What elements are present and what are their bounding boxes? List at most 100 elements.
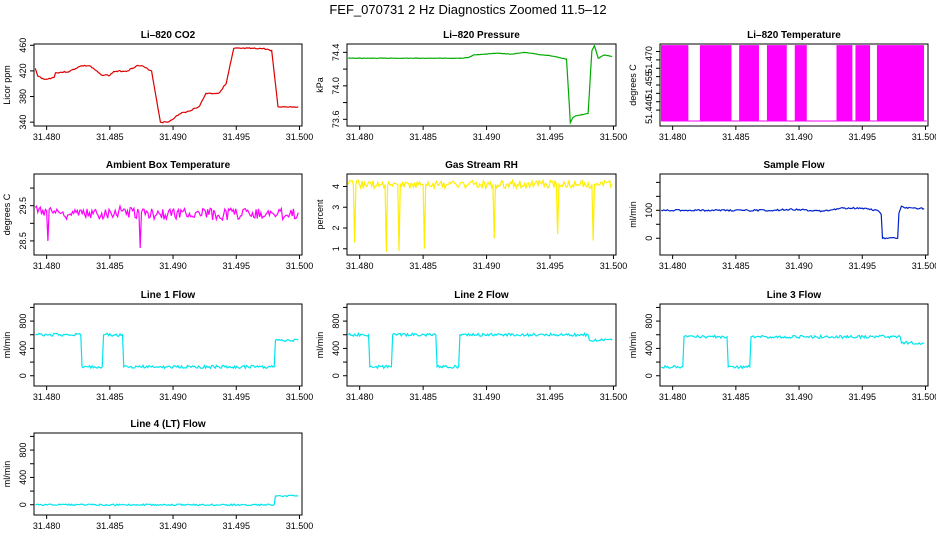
y-tick-label: 420 <box>18 63 28 78</box>
y-axis-label: ml/min <box>628 332 638 359</box>
y-axis-label: kPa <box>315 77 325 93</box>
series-line <box>35 203 299 248</box>
x-tick-label: 31.490 <box>785 392 813 402</box>
y-tick-label: 51.455 <box>644 71 654 99</box>
y-tick-label: 29.5 <box>18 197 28 215</box>
series-line <box>35 47 299 124</box>
x-tick-label: 31.480 <box>33 521 61 531</box>
panel-title: Li–820 CO2 <box>141 30 196 41</box>
y-tick-label: 0 <box>331 373 341 378</box>
y-tick-label: 4 <box>331 184 341 189</box>
series-line <box>348 331 613 370</box>
y-axis-label: ml/min <box>2 332 12 359</box>
x-tick-label: 31.485 <box>96 261 124 271</box>
x-tick-label: 31.480 <box>346 261 374 271</box>
panel-frame <box>33 432 303 516</box>
y-tick-label: 1 <box>331 246 341 251</box>
x-tick-label: 31.495 <box>222 261 250 271</box>
panel-ambient: Ambient Box Temperature degrees C 31.480 31… <box>2 160 313 271</box>
panel-title: Line 3 Flow <box>767 290 822 301</box>
y-tick-label: 0 <box>18 502 28 507</box>
series-line <box>35 494 299 507</box>
panel-frame <box>346 303 617 387</box>
x-tick-label: 31.480 <box>33 392 61 402</box>
x-tick-label: 31.490 <box>159 392 187 402</box>
y-axis-label: ml/min <box>628 201 638 228</box>
x-tick-label: 31.500 <box>600 261 628 271</box>
x-tick-label: 31.490 <box>785 132 813 142</box>
x-tick-label: 31.495 <box>848 392 876 402</box>
x-tick-label: 31.480 <box>659 132 687 142</box>
x-tick-label: 31.480 <box>346 132 374 142</box>
x-tick-label: 31.480 <box>659 261 687 271</box>
panel-sample: Sample Flow ml/min 31.480 31.485 31.490 31.49… <box>628 160 936 271</box>
y-tick-label: 28.5 <box>18 232 28 250</box>
y-tick-label: 800 <box>18 314 28 329</box>
series-line <box>348 178 613 252</box>
x-tick-label: 31.495 <box>536 261 564 271</box>
y-axis-label: Licor ppm <box>2 65 12 105</box>
x-tick-label: 31.495 <box>222 392 250 402</box>
x-tick-label: 31.500 <box>600 392 628 402</box>
x-tick-label: 31.495 <box>536 132 564 142</box>
x-tick-label: 31.500 <box>286 261 314 271</box>
y-tick-label: 400 <box>18 341 28 356</box>
x-tick-label: 31.485 <box>409 261 437 271</box>
y-tick-label: 51.470 <box>644 46 654 74</box>
panel-title: Gas Stream RH <box>445 160 518 171</box>
x-tick-label: 31.485 <box>722 392 750 402</box>
panel-frame <box>659 303 929 387</box>
panel-frame <box>346 43 617 127</box>
x-tick-label: 31.480 <box>659 392 687 402</box>
panel-title: Sample Flow <box>763 160 824 171</box>
y-tick-label: 400 <box>644 341 654 356</box>
x-tick-label: 31.485 <box>96 132 124 142</box>
y-axis-label: ml/min <box>315 332 325 359</box>
x-tick-label: 31.500 <box>912 132 936 142</box>
panel-frame <box>33 43 303 127</box>
series-line <box>348 45 613 125</box>
x-tick-label: 31.500 <box>286 392 314 402</box>
y-tick-label: 0 <box>644 373 654 378</box>
x-tick-label: 31.495 <box>848 261 876 271</box>
series-line <box>661 333 925 370</box>
x-tick-label: 31.480 <box>33 261 61 271</box>
x-tick-label: 31.500 <box>912 261 936 271</box>
y-tick-label: 400 <box>18 470 28 485</box>
y-tick-label: 74.4 <box>331 44 341 62</box>
y-tick-label: 73.6 <box>331 111 341 129</box>
x-tick-label: 31.490 <box>473 261 501 271</box>
x-tick-label: 31.500 <box>600 132 628 142</box>
y-tick-label: 380 <box>18 89 28 104</box>
x-tick-label: 31.490 <box>159 261 187 271</box>
y-tick-label: 0 <box>18 373 28 378</box>
x-tick-label: 31.500 <box>286 132 314 142</box>
panel-line2: Line 2 Flow ml/min 31.480 31.485 31.490 31.49… <box>315 290 627 402</box>
panel-title: Line 4 (LT) Flow <box>130 419 206 430</box>
series-line <box>35 332 299 370</box>
x-tick-label: 31.495 <box>222 521 250 531</box>
y-tick-label: 800 <box>18 443 28 458</box>
panel-title: Ambient Box Temperature <box>106 160 231 171</box>
panel-line4: Line 4 (LT) Flow ml/min 31.480 31.485 31.490… <box>2 419 313 531</box>
panel-title: Li–820 Temperature <box>747 30 841 41</box>
y-axis-label: ml/min <box>2 461 12 488</box>
x-tick-label: 31.485 <box>96 392 124 402</box>
y-tick-label: 800 <box>644 314 654 329</box>
x-tick-label: 31.480 <box>33 132 61 142</box>
x-tick-label: 31.485 <box>409 132 437 142</box>
y-tick-label: 3 <box>331 205 341 210</box>
y-axis-label: percent <box>315 199 325 230</box>
y-axis-label: degrees C <box>628 64 638 106</box>
x-tick-label: 31.495 <box>536 392 564 402</box>
panel-frame <box>33 173 303 256</box>
panel-frame <box>659 173 929 256</box>
y-tick-label: 340 <box>18 115 28 130</box>
x-tick-label: 31.485 <box>722 132 750 142</box>
panel-title: Li–820 Pressure <box>443 30 520 41</box>
x-tick-label: 31.485 <box>722 261 750 271</box>
x-tick-label: 31.490 <box>473 392 501 402</box>
panel-temperature: Li–820 Temperature degrees C 31.480 31.485 3… <box>628 30 936 142</box>
panel-line3: Line 3 Flow ml/min 31.480 31.485 31.490 31.49… <box>628 290 936 402</box>
